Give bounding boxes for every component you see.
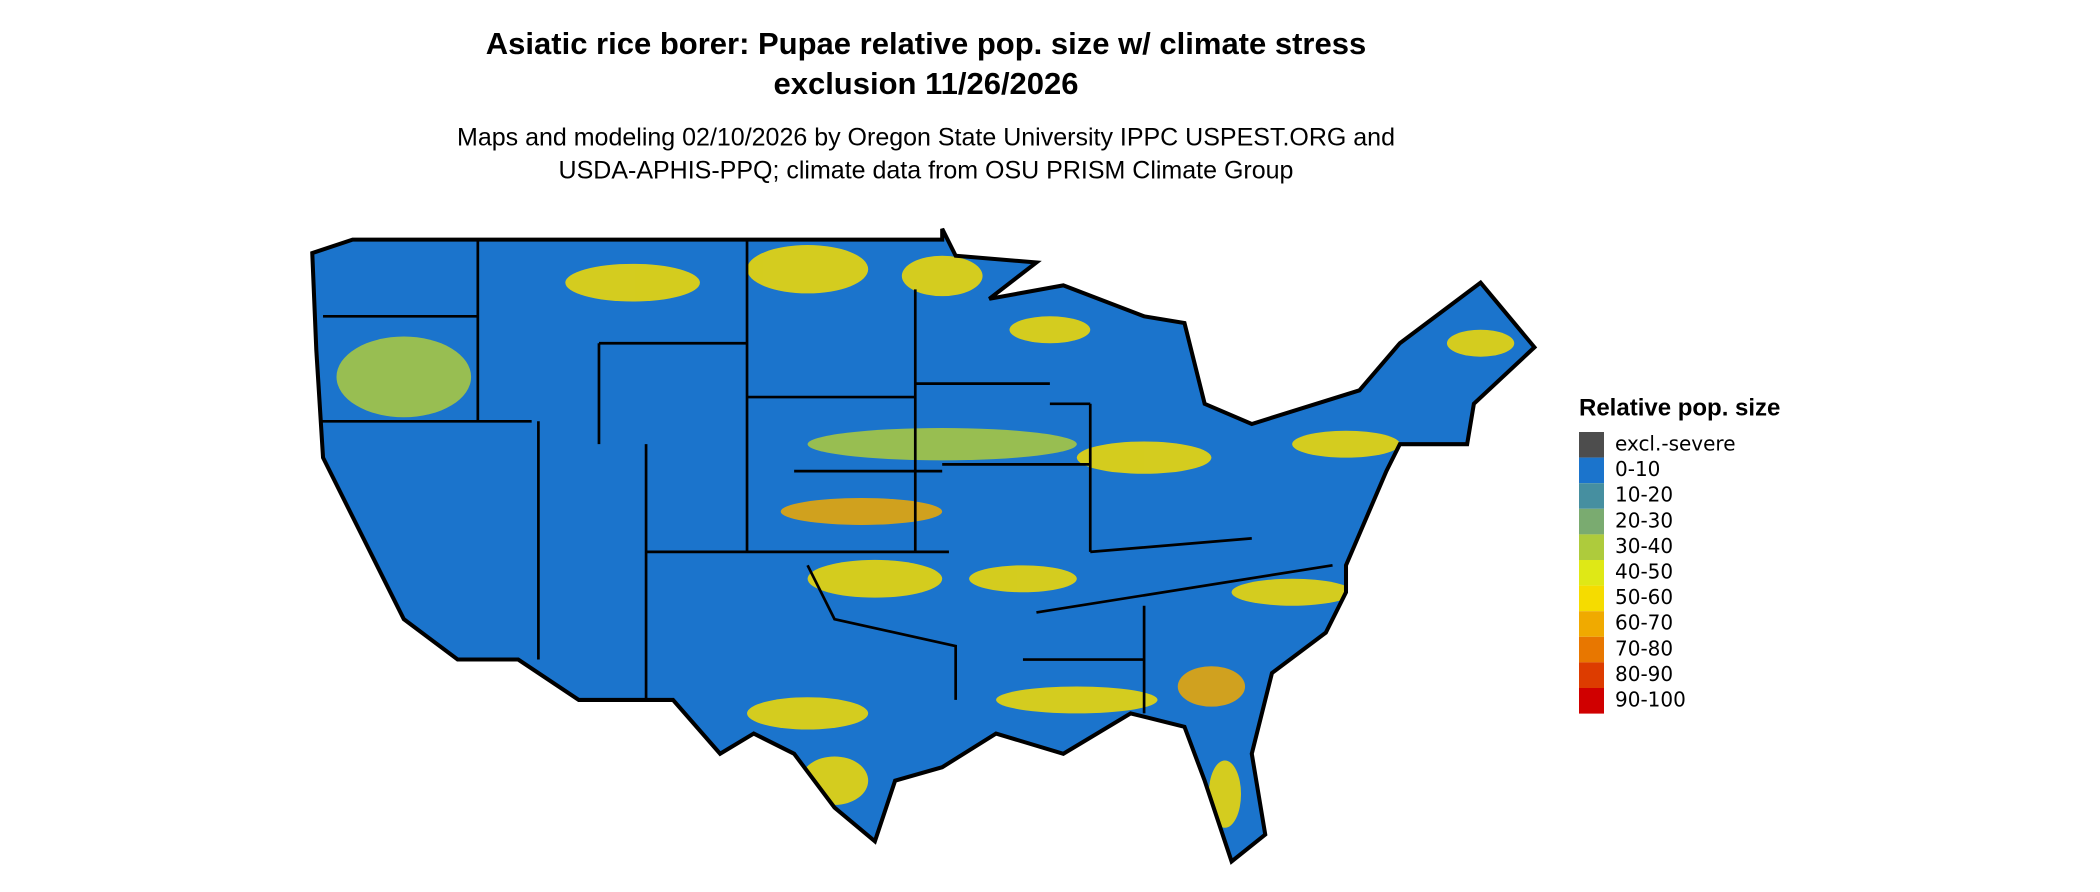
title-line: Asiatic rice borer: Pupae relative pop. … [486,26,1366,61]
legend-label: 90-100 [1615,688,1686,712]
legend-swatch [1579,636,1604,663]
legend-swatch [1579,560,1604,586]
legend-swatch [1579,457,1604,484]
legend-swatch [1579,662,1604,688]
legend-swatch [1579,432,1604,458]
title-line: exclusion 11/26/2026 [773,66,1078,101]
legend-title: Relative pop. size [1579,394,1780,421]
subtitle-line: USDA-APHIS-PPQ; climate data from OSU PR… [559,157,1294,185]
legend-label: 50-60 [1615,585,1673,609]
us-map [312,229,1534,862]
legend-label: 80-90 [1615,662,1673,686]
title: Asiatic rice borer: Pupae relative pop. … [486,26,1366,101]
legend: Relative pop. size excl.-severe0-1010-20… [1579,394,1780,714]
state-borders [320,239,1333,714]
legend-swatch [1579,534,1604,560]
legend-label: 70-80 [1615,636,1673,660]
legend-label: 40-50 [1615,560,1673,584]
legend-swatch [1579,585,1604,612]
legend-swatch [1579,508,1604,535]
legend-label: 20-30 [1615,508,1673,532]
legend-swatch [1579,688,1604,714]
legend-swatch [1579,611,1604,637]
legend-swatch [1579,483,1604,509]
legend-label: 0-10 [1615,457,1660,481]
legend-label: excl.-severe [1615,432,1736,456]
subtitle-line: Maps and modeling 02/10/2026 by Oregon S… [457,124,1395,152]
suitability-patches [336,244,1515,828]
map-area [312,228,1535,862]
legend-label: 10-20 [1615,483,1673,507]
subtitle: Maps and modeling 02/10/2026 by Oregon S… [457,124,1395,185]
legend-label: 60-70 [1615,611,1673,635]
legend-label: 30-40 [1615,534,1673,558]
